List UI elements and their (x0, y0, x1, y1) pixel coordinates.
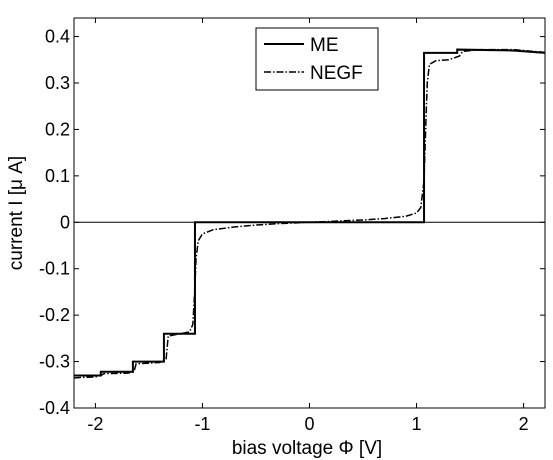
y-tick-label: -0.3 (39, 352, 70, 372)
y-axis-label: current I [μ A] (6, 156, 27, 270)
x-tick-label: -2 (87, 414, 103, 434)
x-tick-label: 2 (519, 414, 529, 434)
legend: ME NEGF (255, 27, 379, 91)
x-axis-label: bias voltage Φ [V] (232, 438, 382, 459)
x-tick-label: 0 (304, 414, 314, 434)
legend-box (255, 27, 379, 91)
legend-label-negf: NEGF (310, 63, 363, 84)
legend-label-me: ME (310, 35, 339, 56)
y-tick-label: 0.2 (45, 119, 70, 139)
y-tick-label: -0.1 (39, 259, 70, 279)
y-tick-label: 0.1 (45, 166, 70, 186)
y-tick-label: 0 (60, 212, 70, 232)
series-line-negf (73, 48, 546, 379)
y-tick-label: 0.4 (45, 27, 70, 47)
y-tick-label: 0.3 (45, 73, 70, 93)
x-tick-label: -1 (194, 414, 210, 434)
y-tick-label: -0.4 (39, 398, 70, 418)
y-tick-label: -0.2 (39, 305, 70, 325)
x-tick-label: 1 (412, 414, 422, 434)
ticks-layer: -2 -1 0 1 2 -0.4 -0.3 -0.2 -0.1 0 0.1 0.2 0.3 0.4 (39, 18, 545, 434)
series-line-me (74, 48, 546, 377)
series-layer (73, 48, 546, 379)
